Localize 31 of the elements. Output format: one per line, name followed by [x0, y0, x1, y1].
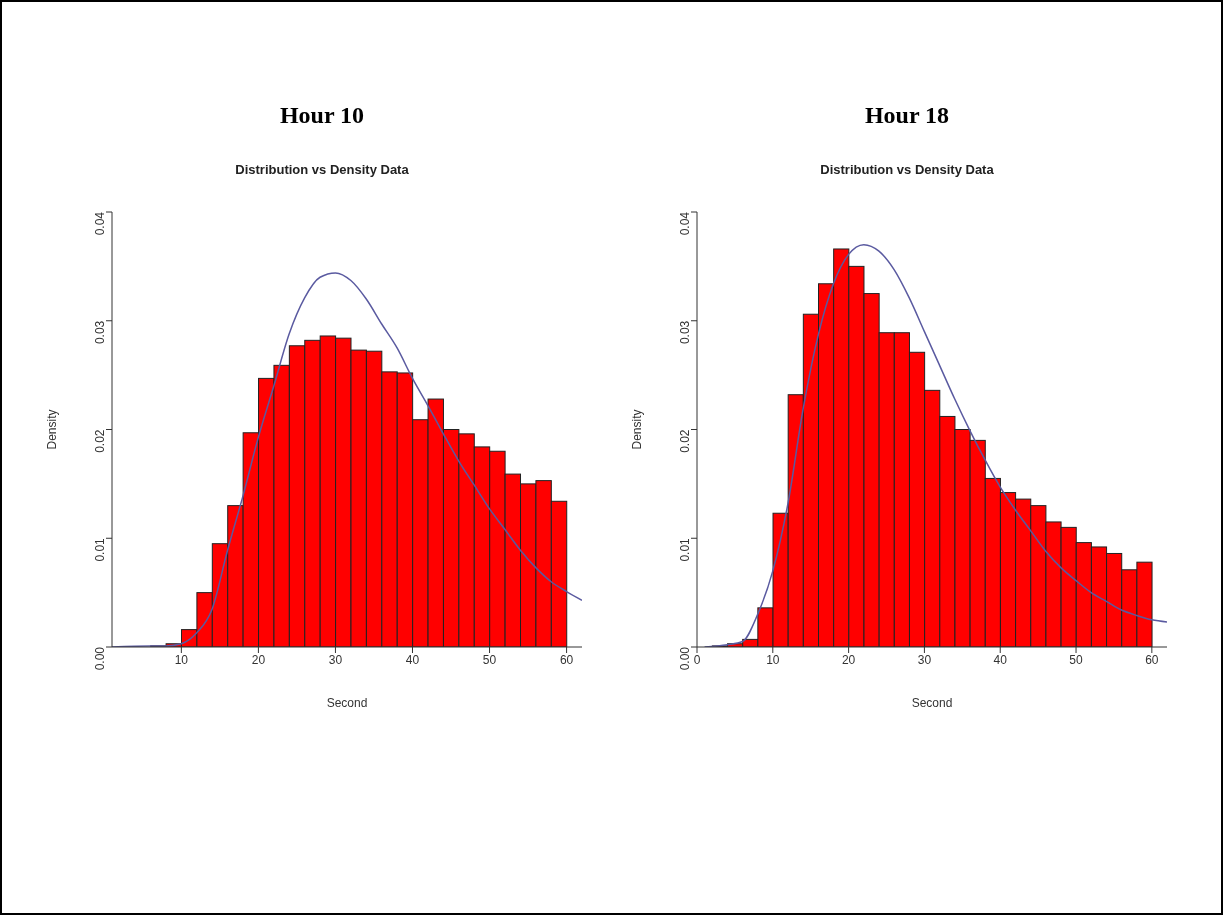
x-tick-label: 20 [251, 652, 266, 667]
y-tick-label: 0.04 [678, 211, 693, 236]
x-tick-label: 50 [482, 652, 497, 667]
x-tick-label: 50 [1069, 652, 1084, 667]
x-tick-label: 40 [993, 652, 1008, 667]
y-tick-label: 0.00 [678, 646, 693, 671]
x-axis-title: Second [326, 696, 368, 710]
chart-subtitle: Distribution vs Density Data [234, 162, 410, 179]
x-tick-label: 60 [1145, 652, 1159, 667]
x-tick-label: 30 [328, 652, 343, 667]
chart-subtitle: Distribution vs Density Data [819, 162, 995, 179]
y-tick-label: 0.02 [93, 429, 108, 453]
x-tick-label: 0 [693, 652, 701, 667]
y-axis-title: Density [45, 409, 60, 450]
y-axis-title: Density [630, 409, 645, 450]
y-tick-label: 0.04 [93, 211, 108, 236]
x-tick-label: 30 [917, 652, 932, 667]
x-tick-label: 40 [405, 652, 420, 667]
y-tick-label: 0.03 [678, 320, 693, 345]
x-tick-label: 60 [559, 652, 574, 667]
chart-title: Hour 10 [278, 102, 366, 130]
y-tick-label: 0.03 [93, 320, 108, 345]
y-tick-label: 0.00 [93, 646, 108, 671]
y-tick-label: 0.01 [678, 537, 693, 562]
x-tick-label: 20 [841, 652, 856, 667]
x-axis-title: Second [911, 696, 953, 710]
x-tick-label: 10 [174, 652, 189, 667]
chart-title: Hour 18 [863, 102, 951, 130]
y-tick-label: 0.02 [678, 429, 693, 453]
x-tick-label: 10 [766, 652, 780, 667]
y-tick-label: 0.01 [93, 537, 108, 562]
